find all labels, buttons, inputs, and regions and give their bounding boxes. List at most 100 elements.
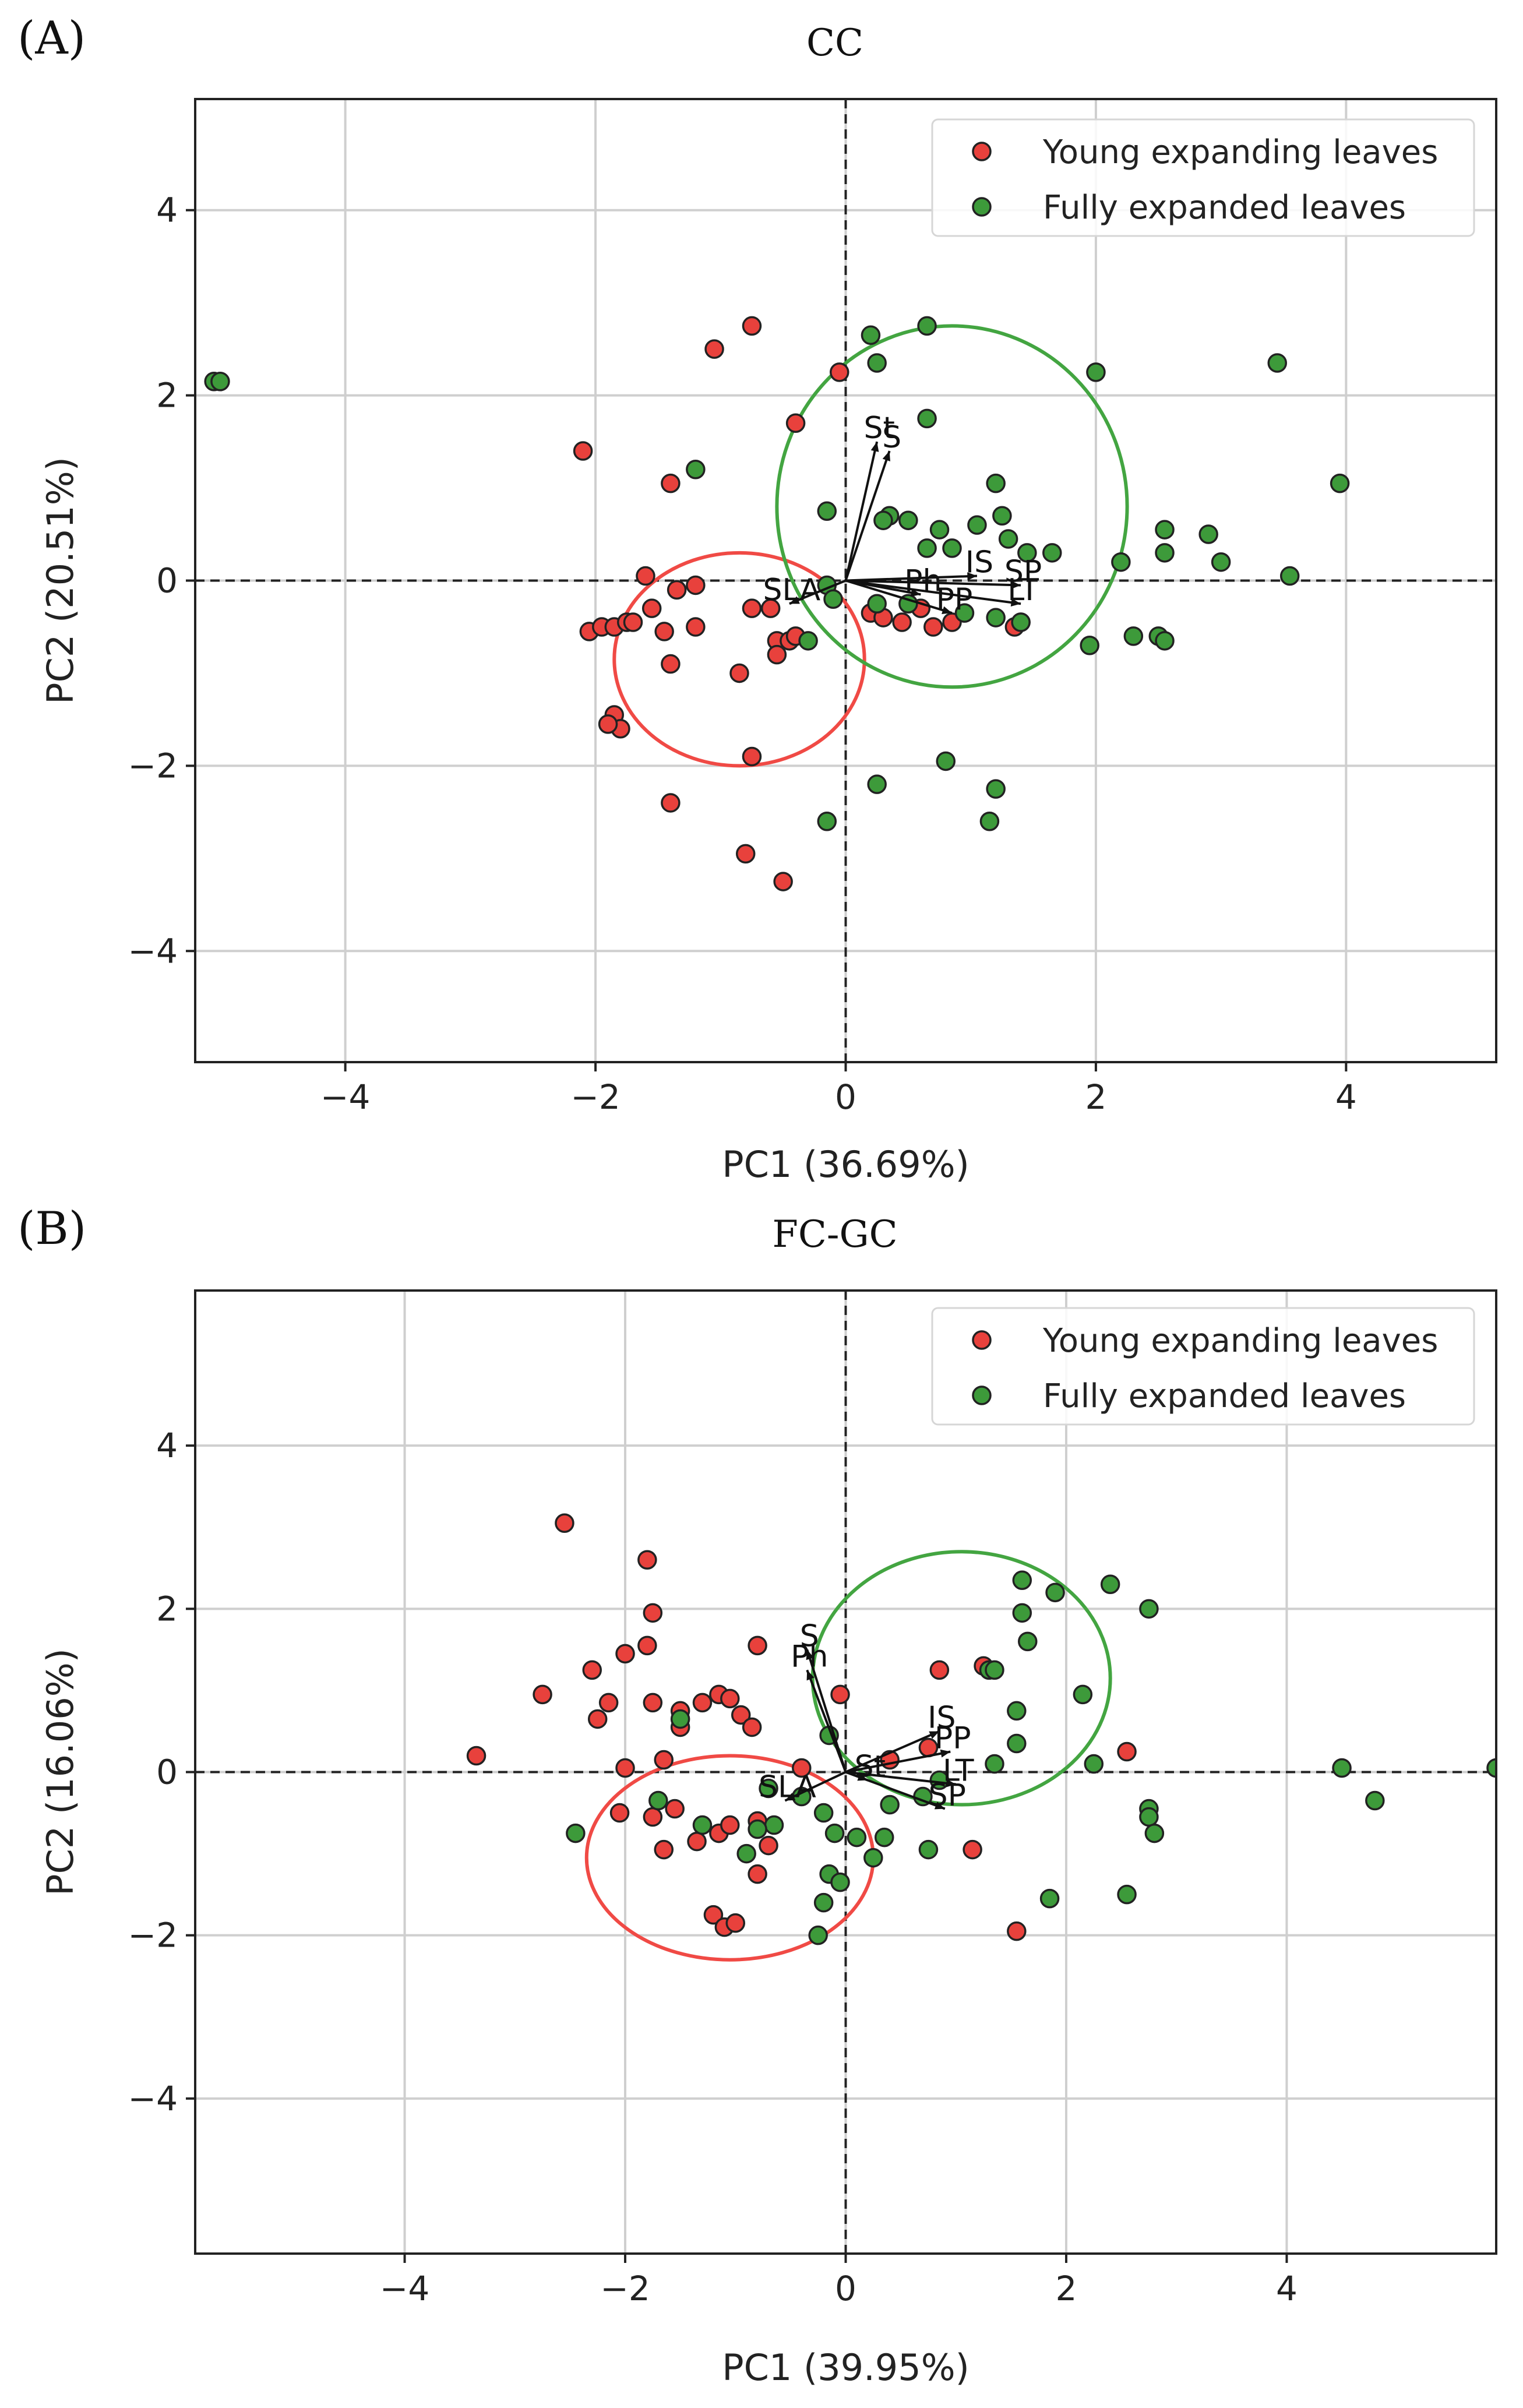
data-point-mature	[867, 594, 887, 614]
data-point-mature	[874, 1827, 894, 1848]
data-point-young	[641, 598, 662, 618]
loading-label-st: St	[863, 411, 894, 446]
y-axis-label: PC2 (20.51%)	[39, 457, 82, 704]
loading-arrowhead-s	[806, 1649, 814, 1660]
data-point-mature	[1012, 1603, 1032, 1623]
data-point-mature	[867, 353, 887, 373]
data-point-mature	[813, 1892, 834, 1913]
legend-label-mature: Fully expanded leaves	[1043, 1377, 1406, 1415]
data-point-mature	[1144, 1823, 1165, 1843]
x-tick-label: 0	[835, 1077, 856, 1117]
data-point-young	[720, 1815, 740, 1835]
loading-arrow-sla	[789, 579, 847, 605]
loading-arrowhead-ph	[806, 1670, 815, 1681]
loading-label-sla: SLA	[763, 573, 821, 608]
data-point-young	[623, 612, 643, 632]
data-point-mature	[1073, 1684, 1093, 1705]
data-point-young	[963, 1839, 982, 1860]
legend-box	[931, 118, 1475, 237]
data-point-mature	[1086, 362, 1106, 382]
data-point-young	[773, 872, 793, 891]
data-point-mature	[917, 538, 937, 558]
loading-arrow-s	[844, 450, 891, 581]
data-point-young	[704, 339, 724, 359]
confidence-ellipse-young	[612, 551, 866, 768]
data-point-mature	[929, 520, 950, 540]
data-point-young	[582, 1660, 602, 1680]
data-point-young	[830, 362, 849, 382]
data-point-mature	[798, 631, 818, 651]
y-tick-label: 4	[156, 191, 178, 230]
data-point-young	[466, 1746, 486, 1766]
data-point-mature	[817, 501, 837, 521]
data-point-young	[731, 1705, 751, 1725]
data-point-young	[748, 1864, 767, 1884]
data-point-mature	[1123, 626, 1144, 646]
confidence-ellipse-mature	[775, 324, 1129, 689]
loading-arrowhead-ph	[910, 588, 921, 597]
data-point-young	[654, 1750, 674, 1770]
data-point-mature	[566, 1823, 586, 1843]
data-point-young	[661, 473, 681, 493]
data-point-mature	[1011, 612, 1031, 632]
data-point-young	[555, 1513, 574, 1533]
data-point-mature	[1139, 1807, 1159, 1827]
loading-arrowhead-is	[929, 1731, 940, 1739]
loading-label-s: S	[882, 420, 901, 455]
data-point-young	[654, 622, 674, 641]
legend-label-young: Young expanding leaves	[1042, 133, 1438, 171]
axis-ticks: −4 −2 0 2 4 −4 −2 0 2 4	[128, 191, 1357, 1117]
data-point-young	[1007, 1921, 1027, 1941]
data-point-mature	[1365, 1790, 1385, 1811]
loading-arrow-lt	[845, 579, 1021, 605]
series-mature	[566, 1570, 1496, 1945]
data-point-mature	[1017, 543, 1037, 563]
legend-marker-young	[972, 142, 992, 161]
y-axis-label: PC2 (16.06%)	[39, 1648, 82, 1896]
data-point-mature	[1486, 1758, 1496, 1778]
data-point-young	[598, 1693, 619, 1713]
y-tick-label: −4	[128, 931, 178, 971]
data-point-mature	[813, 1803, 834, 1823]
data-point-mature	[942, 538, 962, 558]
data-point-young	[720, 1688, 740, 1709]
data-point-young	[667, 580, 687, 600]
data-point-mature	[1042, 543, 1062, 563]
y-tick-label: 0	[156, 561, 178, 601]
loading-arrowhead-st	[857, 1773, 868, 1781]
loading-label-lt: LT	[943, 1754, 974, 1789]
data-point-mature	[1012, 1570, 1032, 1591]
loading-arrowhead-sp	[1011, 581, 1021, 590]
x-tick-label: 2	[1056, 2269, 1077, 2308]
series-mature	[204, 316, 1350, 831]
data-point-mature	[985, 1660, 1004, 1680]
loading-label-ph: Ph	[904, 563, 942, 598]
loading-arrow-pp	[845, 579, 953, 615]
y-tick-label: 4	[156, 1426, 178, 1465]
loading-label-pp: PP	[936, 582, 973, 617]
data-point-young	[692, 1693, 713, 1713]
loading-label-ph: Ph	[791, 1639, 828, 1674]
loading-arrow-ph	[845, 579, 921, 596]
data-point-mature	[817, 812, 837, 831]
data-point-mature	[954, 603, 975, 623]
data-point-mature	[847, 1827, 867, 1848]
loading-arrow-sp	[845, 579, 1021, 587]
data-point-young	[598, 714, 618, 734]
data-point-mature	[748, 1819, 767, 1839]
x-tick-label: 0	[835, 2269, 856, 2308]
data-point-mature	[1155, 543, 1175, 563]
x-tick-label: −2	[600, 2269, 650, 2308]
panel-label-a: (A)	[17, 12, 86, 65]
loading-arrowhead-pp	[942, 606, 953, 615]
data-point-young	[637, 1550, 657, 1570]
data-point-mature	[967, 515, 987, 535]
data-point-young	[923, 617, 943, 637]
data-point-young	[654, 1839, 674, 1860]
data-point-young	[661, 793, 681, 813]
data-point-mature	[985, 1754, 1004, 1774]
data-point-young	[729, 663, 749, 683]
